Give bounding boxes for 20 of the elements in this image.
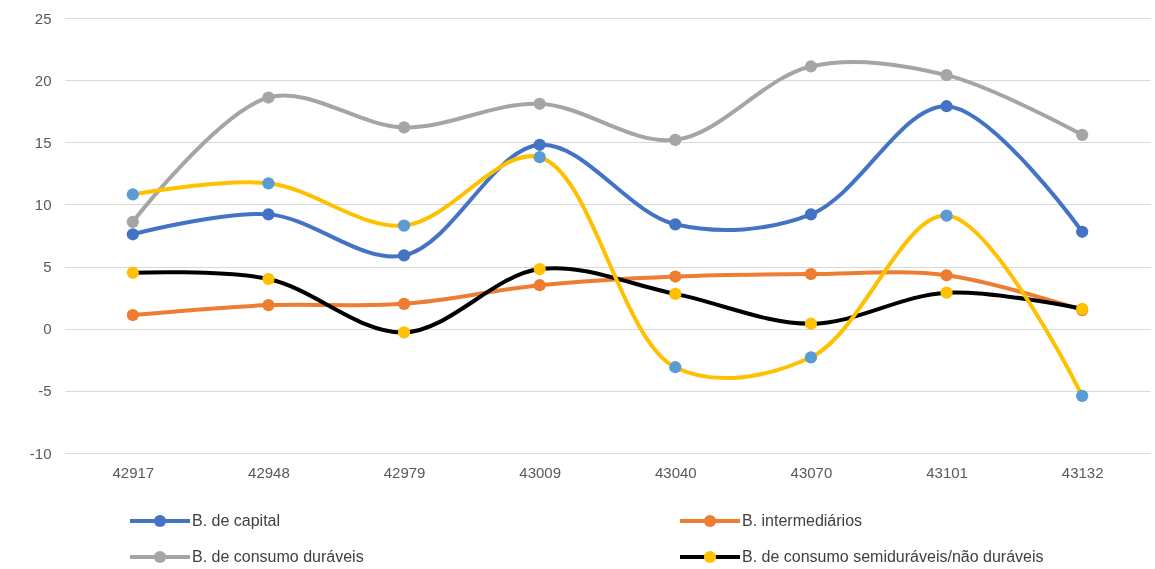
y-tick-label: 5 (43, 258, 52, 276)
x-tick-label: 42979 (383, 463, 426, 481)
y-tick-label: 25 (34, 9, 52, 27)
y-tick-label: -5 (38, 382, 52, 400)
legend-label: B. de consumo duráveis (192, 548, 364, 565)
x-tick-label: 43040 (654, 463, 697, 481)
y-tick-label: -10 (29, 444, 52, 462)
y-tick-label: 10 (34, 195, 52, 213)
legend-label: B. de capital (192, 512, 281, 529)
x-tick-label: 42948 (248, 463, 290, 481)
x-tick-label: 43101 (926, 463, 968, 481)
x-tick-label: 43009 (519, 463, 562, 481)
y-tick-label: 20 (34, 71, 52, 89)
y-tick-label: 15 (34, 133, 52, 151)
legend-label: B. intermediários (742, 512, 863, 529)
legend-label: B. de consumo semiduráveis/não duráveis (742, 548, 1044, 565)
y-tick-label: 0 (43, 320, 52, 338)
x-tick-label: 42917 (112, 463, 155, 481)
x-tick-label: 43132 (1061, 463, 1104, 481)
x-tick-label: 43070 (790, 463, 833, 481)
